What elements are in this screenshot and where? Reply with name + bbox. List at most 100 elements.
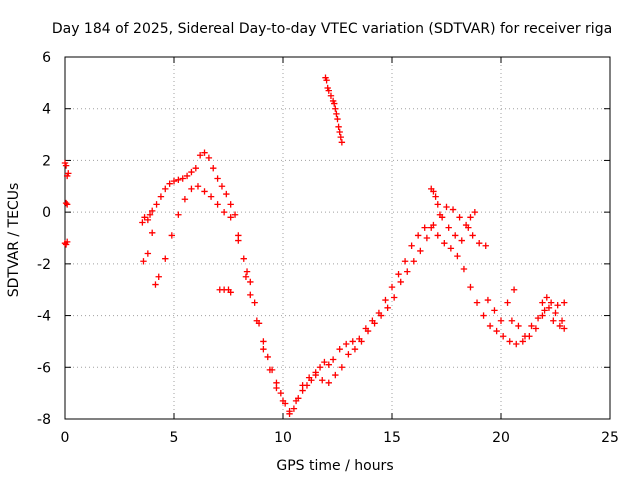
x-axis-label: GPS time / hours	[276, 458, 393, 474]
data-point	[323, 77, 330, 84]
data-point	[467, 283, 474, 291]
data-point	[153, 201, 160, 208]
data-point	[480, 312, 487, 319]
data-point	[336, 345, 343, 353]
data-point	[543, 294, 550, 301]
data-point	[539, 312, 546, 319]
data-point	[430, 188, 437, 195]
data-point	[316, 364, 324, 371]
data-point	[497, 317, 505, 324]
data-point	[521, 333, 529, 340]
data-point	[554, 302, 561, 309]
data-point	[338, 139, 346, 146]
data-point	[218, 183, 226, 190]
data-point	[139, 219, 146, 226]
data-point	[452, 232, 459, 239]
data-point	[62, 199, 70, 207]
data-point	[337, 133, 344, 141]
data-point	[227, 289, 234, 296]
data-point	[201, 188, 208, 195]
data-point	[552, 309, 559, 317]
data-point	[155, 273, 162, 280]
data-point	[260, 345, 267, 353]
data-point	[205, 154, 213, 162]
data-point	[292, 397, 300, 405]
data-point	[227, 214, 234, 221]
data-point	[157, 193, 165, 200]
data-point	[532, 325, 540, 332]
data-point	[558, 317, 566, 324]
data-point	[486, 322, 494, 330]
data-point	[434, 201, 441, 208]
data-point	[325, 87, 332, 94]
data-point	[214, 175, 221, 182]
data-point	[149, 207, 156, 215]
data-point	[175, 211, 182, 218]
data-point	[260, 338, 267, 345]
data-point	[408, 242, 415, 249]
data-point	[458, 237, 465, 244]
data-point	[382, 296, 389, 304]
data-point	[264, 353, 271, 361]
data-point	[194, 183, 202, 190]
data-point	[336, 128, 343, 136]
y-axis-ticks: -8 -6 -4 -2 0 2 4 6	[37, 50, 610, 428]
data-point	[247, 278, 254, 286]
data-point	[539, 299, 546, 306]
data-point	[395, 271, 402, 278]
data-point	[266, 366, 274, 374]
data-point	[445, 224, 452, 231]
data-point	[482, 242, 489, 249]
data-point	[231, 211, 239, 218]
data-point	[561, 325, 568, 332]
data-point	[201, 149, 208, 156]
data-point	[273, 384, 280, 392]
data-point	[141, 214, 148, 221]
data-point	[417, 247, 424, 255]
data-point	[508, 317, 516, 324]
data-point	[519, 338, 526, 345]
data-point	[397, 278, 404, 286]
data-point	[371, 320, 378, 327]
data-point	[430, 221, 437, 229]
data-point	[144, 250, 152, 257]
data-point	[166, 180, 173, 187]
plot-frame	[64, 56, 611, 420]
data-point	[541, 307, 548, 314]
data-point	[414, 232, 422, 239]
y-tick-label: 0	[42, 205, 51, 221]
data-point	[329, 356, 337, 363]
data-point	[388, 283, 396, 291]
y-tick-label: -6	[37, 360, 51, 376]
data-point	[220, 208, 228, 216]
data-point	[471, 208, 479, 216]
data-point	[499, 333, 507, 340]
data-point	[179, 175, 186, 182]
data-point	[162, 185, 169, 193]
x-axis-ticks: 0 5 10 15 20 25	[61, 57, 619, 446]
data-point	[556, 322, 564, 330]
data-point	[319, 377, 326, 384]
data-point	[207, 193, 215, 200]
y-tick-label: -8	[37, 412, 51, 428]
data-point	[332, 105, 339, 112]
data-point	[449, 206, 457, 213]
data-point	[491, 307, 498, 314]
data-point	[513, 340, 520, 348]
data-point	[473, 299, 481, 306]
data-point	[325, 361, 332, 368]
data-point	[63, 201, 71, 208]
data-point	[351, 345, 359, 353]
data-point	[401, 258, 409, 265]
data-point	[438, 214, 446, 221]
x-tick-label: 25	[601, 430, 619, 446]
data-point	[545, 304, 553, 312]
data-point	[253, 317, 261, 324]
y-tick-label: -4	[37, 309, 51, 325]
data-point	[454, 252, 461, 260]
data-point	[247, 291, 254, 299]
x-tick-label: 0	[61, 430, 70, 446]
data-point	[467, 214, 474, 221]
data-point	[162, 255, 169, 262]
data-point	[196, 152, 204, 159]
